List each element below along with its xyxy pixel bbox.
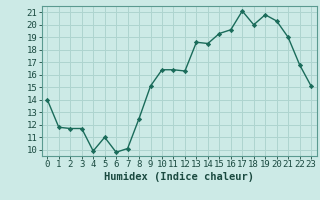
- X-axis label: Humidex (Indice chaleur): Humidex (Indice chaleur): [104, 172, 254, 182]
